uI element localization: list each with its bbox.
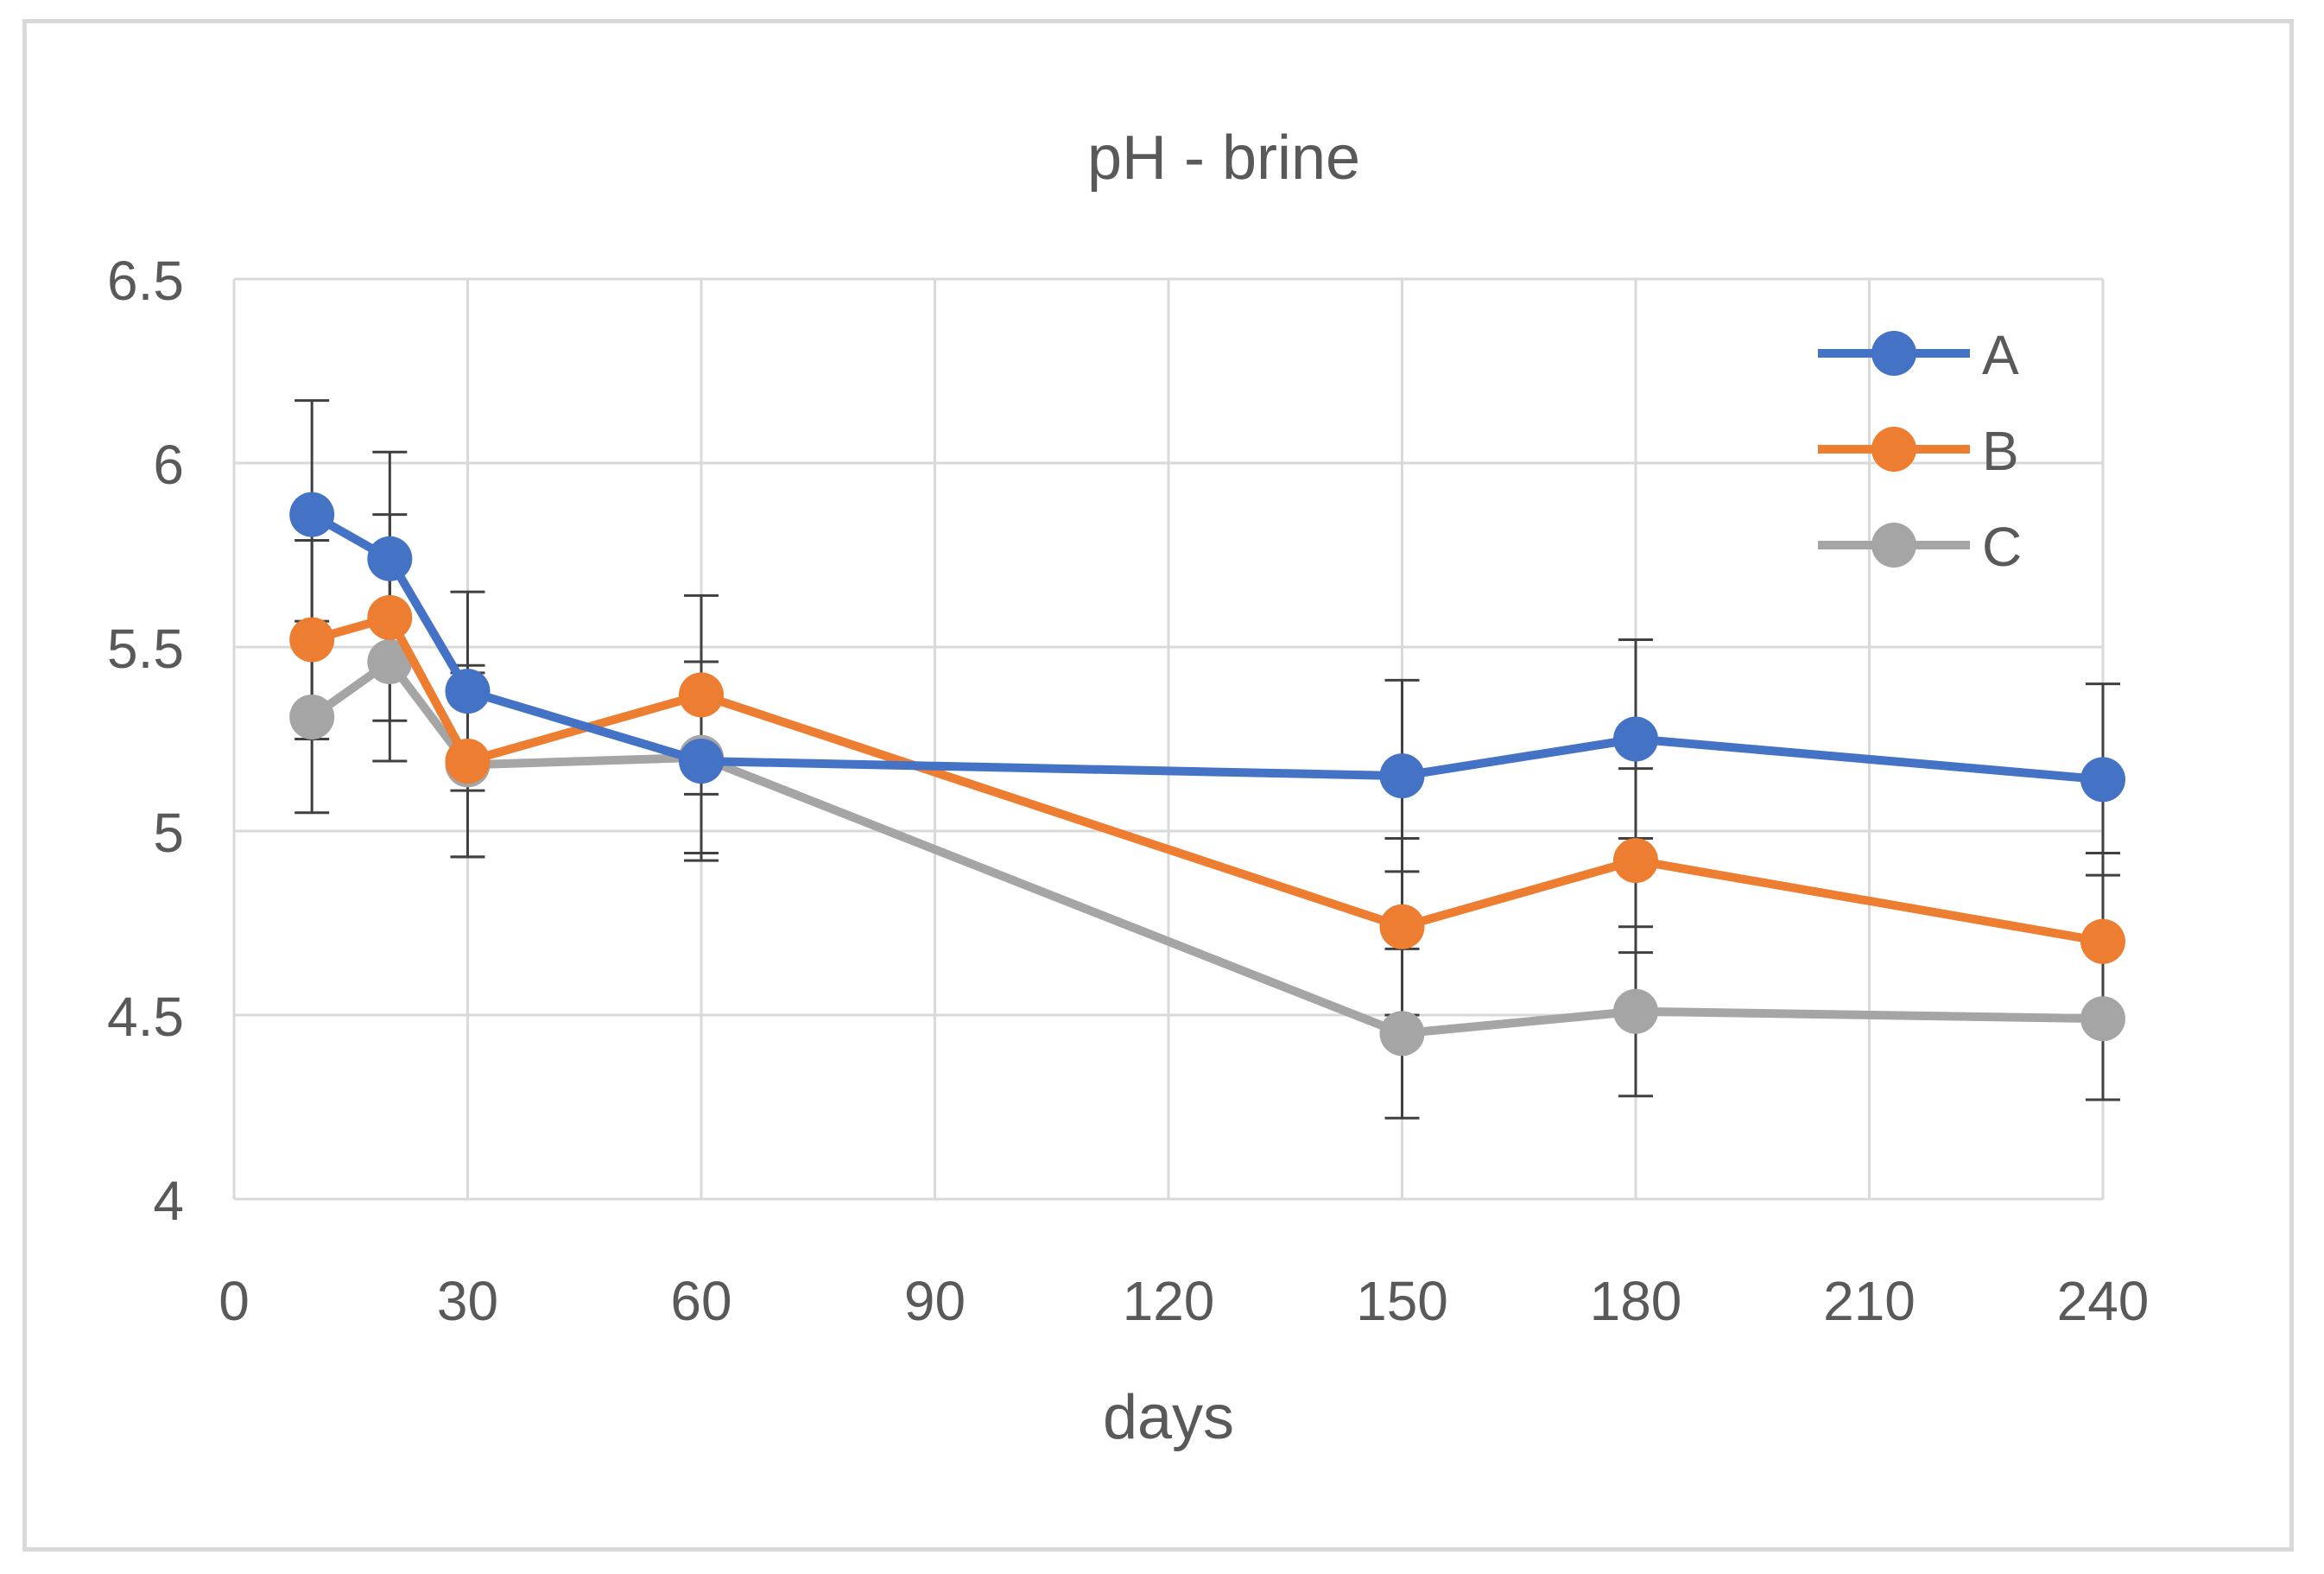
legend-label-C: C — [1982, 516, 2022, 578]
x-tick-label: 210 — [1823, 1270, 1916, 1332]
data-point-B — [1379, 904, 1425, 949]
x-tick-label: 0 — [218, 1270, 250, 1332]
data-point-C — [1379, 1011, 1425, 1057]
legend-marker-C — [1871, 523, 1916, 568]
legend-marker-B — [1871, 427, 1916, 472]
data-point-A — [679, 739, 724, 784]
legend-marker-A — [1871, 331, 1916, 376]
data-point-A — [1613, 716, 1658, 762]
data-point-B — [367, 594, 413, 640]
gridlines — [232, 277, 2105, 1201]
data-point-B — [445, 739, 491, 784]
legend-entry-A: A — [1818, 324, 2019, 386]
series-line-B — [310, 612, 2104, 946]
x-tick-label: 60 — [670, 1270, 731, 1332]
legend-label-B: B — [1982, 420, 2019, 482]
data-point-B — [679, 672, 724, 718]
y-tick-label: 5 — [153, 802, 184, 864]
data-point-A — [289, 492, 335, 537]
y-tick-label: 6.5 — [107, 250, 184, 312]
x-axis-label: days — [1103, 1383, 1234, 1452]
data-point-A — [367, 536, 413, 581]
legend-entry-C: C — [1818, 516, 2022, 578]
data-point-C — [1613, 988, 1658, 1034]
x-tick-label: 240 — [2057, 1270, 2150, 1332]
x-tick-label: 120 — [1123, 1270, 1215, 1332]
data-point-C — [2080, 996, 2125, 1042]
axes — [232, 279, 2103, 1201]
chart-title: pH - brine — [1087, 124, 1360, 193]
legend: ABC — [1818, 324, 2022, 578]
y-tick-label: 4 — [153, 1170, 184, 1232]
legend-label-A: A — [1982, 324, 2019, 386]
legend-entry-B: B — [1818, 420, 2019, 482]
x-tick-label: 90 — [904, 1270, 966, 1332]
data-point-C — [289, 694, 335, 739]
data-point-A — [445, 669, 491, 714]
y-tick-label: 6 — [153, 434, 184, 496]
x-tick-label: 30 — [437, 1270, 498, 1332]
tick-labels: 4 4.5 5 5.5 6 6.5 0 30 60 90 120 150 180 210 240 — [107, 250, 2149, 1332]
data-point-A — [1379, 753, 1425, 799]
y-tick-label: 4.5 — [107, 986, 184, 1048]
data-point-B — [289, 617, 335, 663]
data-point-B — [2080, 918, 2125, 964]
line-chart: 4 4.5 5 5.5 6 6.5 0 30 60 90 120 150 180 210 240 ABC p… — [107, 124, 2149, 1452]
y-tick-label: 5.5 — [107, 618, 184, 680]
data-point-A — [2080, 757, 2125, 803]
x-tick-label: 150 — [1356, 1270, 1448, 1332]
data-point-C — [367, 639, 413, 685]
series-line-C — [309, 657, 2104, 1038]
data-point-B — [1613, 838, 1658, 884]
x-tick-label: 180 — [1590, 1270, 1682, 1332]
series-lines — [289, 492, 2125, 1057]
